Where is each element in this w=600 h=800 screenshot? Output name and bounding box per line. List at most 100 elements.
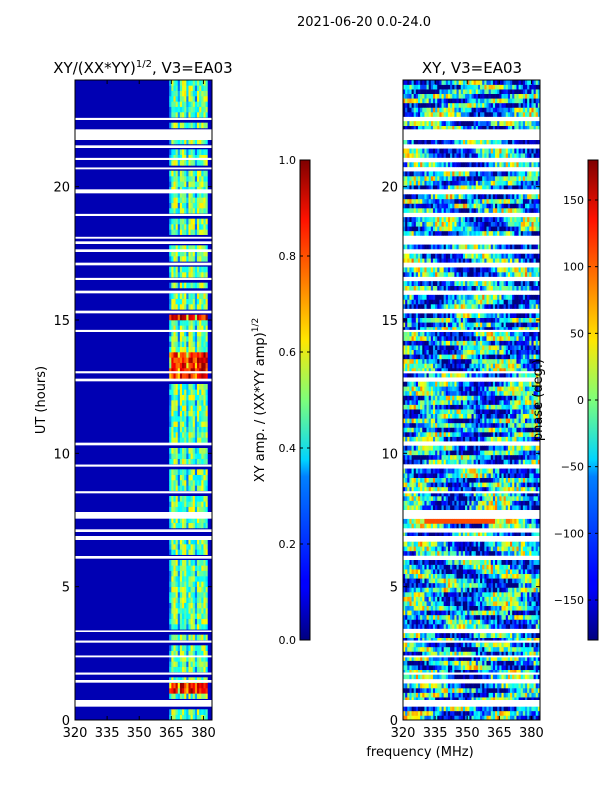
amplitude-cell [177, 688, 181, 694]
phase-cell [503, 674, 507, 680]
amplitude-cell [173, 304, 176, 310]
amplitude-cell [194, 517, 198, 523]
phase-cell [488, 569, 492, 575]
phase-cell [413, 532, 417, 538]
amplitude-cell [169, 266, 172, 273]
phase-cell [413, 587, 417, 593]
phase-cell [469, 518, 472, 524]
phase-cell [420, 715, 423, 721]
phase-cell [477, 614, 481, 620]
phase-cell [443, 592, 447, 597]
phase-cell [430, 715, 434, 721]
phase-cell [488, 500, 492, 506]
phase-cell [529, 596, 532, 602]
phase-cell [403, 468, 406, 474]
phase-cell [456, 592, 459, 597]
phase-cell [447, 486, 451, 492]
amplitude-cell [194, 714, 198, 721]
amplitude-cell [192, 181, 196, 187]
amplitude-cell [182, 362, 185, 369]
amplitude-colorbar-gradient [299, 159, 311, 641]
phase-cell [445, 569, 449, 575]
phase-cell [480, 505, 483, 511]
phase-cell [443, 523, 447, 529]
amplitude-cell [188, 645, 191, 651]
phase-cell [454, 482, 457, 488]
phase-cell [473, 706, 477, 712]
phase-cell [512, 697, 515, 703]
phase-cell [535, 651, 539, 657]
amplitude-cell [192, 149, 196, 155]
amplitude-cell [173, 538, 176, 545]
amplitude-cell [182, 272, 185, 278]
phase-cell [525, 656, 528, 661]
phase-cell [505, 482, 509, 488]
phase-cell [415, 688, 419, 693]
phase-cell [415, 637, 419, 643]
phase-cell [501, 564, 504, 570]
amplitude-cell [186, 634, 189, 641]
amplitude-cell [205, 96, 209, 102]
amplitude-cell [201, 618, 204, 625]
phase-cell [522, 564, 526, 570]
amplitude-cell [190, 106, 194, 113]
phase-cell [407, 646, 410, 652]
amplitude-cell [192, 373, 196, 379]
amplitude-cell [171, 282, 174, 289]
phase-cell [428, 605, 432, 611]
amplitude-cell [177, 320, 181, 326]
amplitude-cell [197, 96, 200, 102]
amplitude-cell [186, 224, 189, 230]
phase-cell [417, 541, 421, 547]
phase-cell [537, 665, 541, 671]
amplitude-cell [177, 480, 181, 486]
phase-cell [465, 646, 468, 652]
phase-cell [477, 605, 481, 611]
phase-cell [460, 637, 464, 643]
phase-cell [533, 688, 537, 693]
amplitude-cell [205, 565, 209, 571]
amplitude-cell [190, 202, 194, 209]
amplitude-cell [173, 496, 176, 502]
phase-cell [495, 482, 498, 488]
phase-cell [533, 505, 537, 511]
amplitude-cell [207, 266, 211, 273]
phase-cell [505, 624, 509, 629]
phase-cell [531, 473, 534, 479]
phase-cell [420, 619, 423, 625]
amplitude-cell [194, 293, 198, 299]
phase-cell [417, 523, 421, 529]
amplitude-cell [205, 218, 209, 225]
amplitude-cell [207, 666, 211, 673]
phase-cell [522, 592, 526, 597]
phase-cell [426, 633, 429, 639]
phase-cell [495, 573, 498, 579]
phase-cell [437, 710, 440, 716]
phase-cell [533, 473, 537, 479]
phase-cell [503, 669, 507, 675]
amplitude-cell [177, 368, 181, 374]
phase-cell [435, 660, 438, 666]
phase-cell [405, 637, 408, 643]
phase-cell [422, 637, 425, 643]
phase-cell [439, 546, 442, 552]
phase-cell [420, 596, 423, 602]
phase-cell [445, 468, 449, 474]
amplitude-cell [184, 245, 187, 251]
amplitude-cell [182, 538, 185, 545]
phase-cell [454, 624, 457, 629]
amplitude-flagged-gap [75, 464, 212, 467]
amplitude-cell [199, 480, 202, 486]
phase-cell [529, 651, 532, 657]
phase-cell [458, 491, 462, 497]
phase-cell [505, 500, 509, 506]
phase-cell [505, 523, 509, 529]
amplitude-cell [186, 250, 189, 257]
amplitude-cell [207, 256, 211, 262]
phase-cell [486, 706, 489, 712]
phase-cell [409, 587, 412, 593]
phase-cell [490, 468, 494, 474]
amplitude-cell [169, 122, 172, 129]
phase-cell [420, 550, 423, 556]
amplitude-cell [173, 682, 176, 689]
